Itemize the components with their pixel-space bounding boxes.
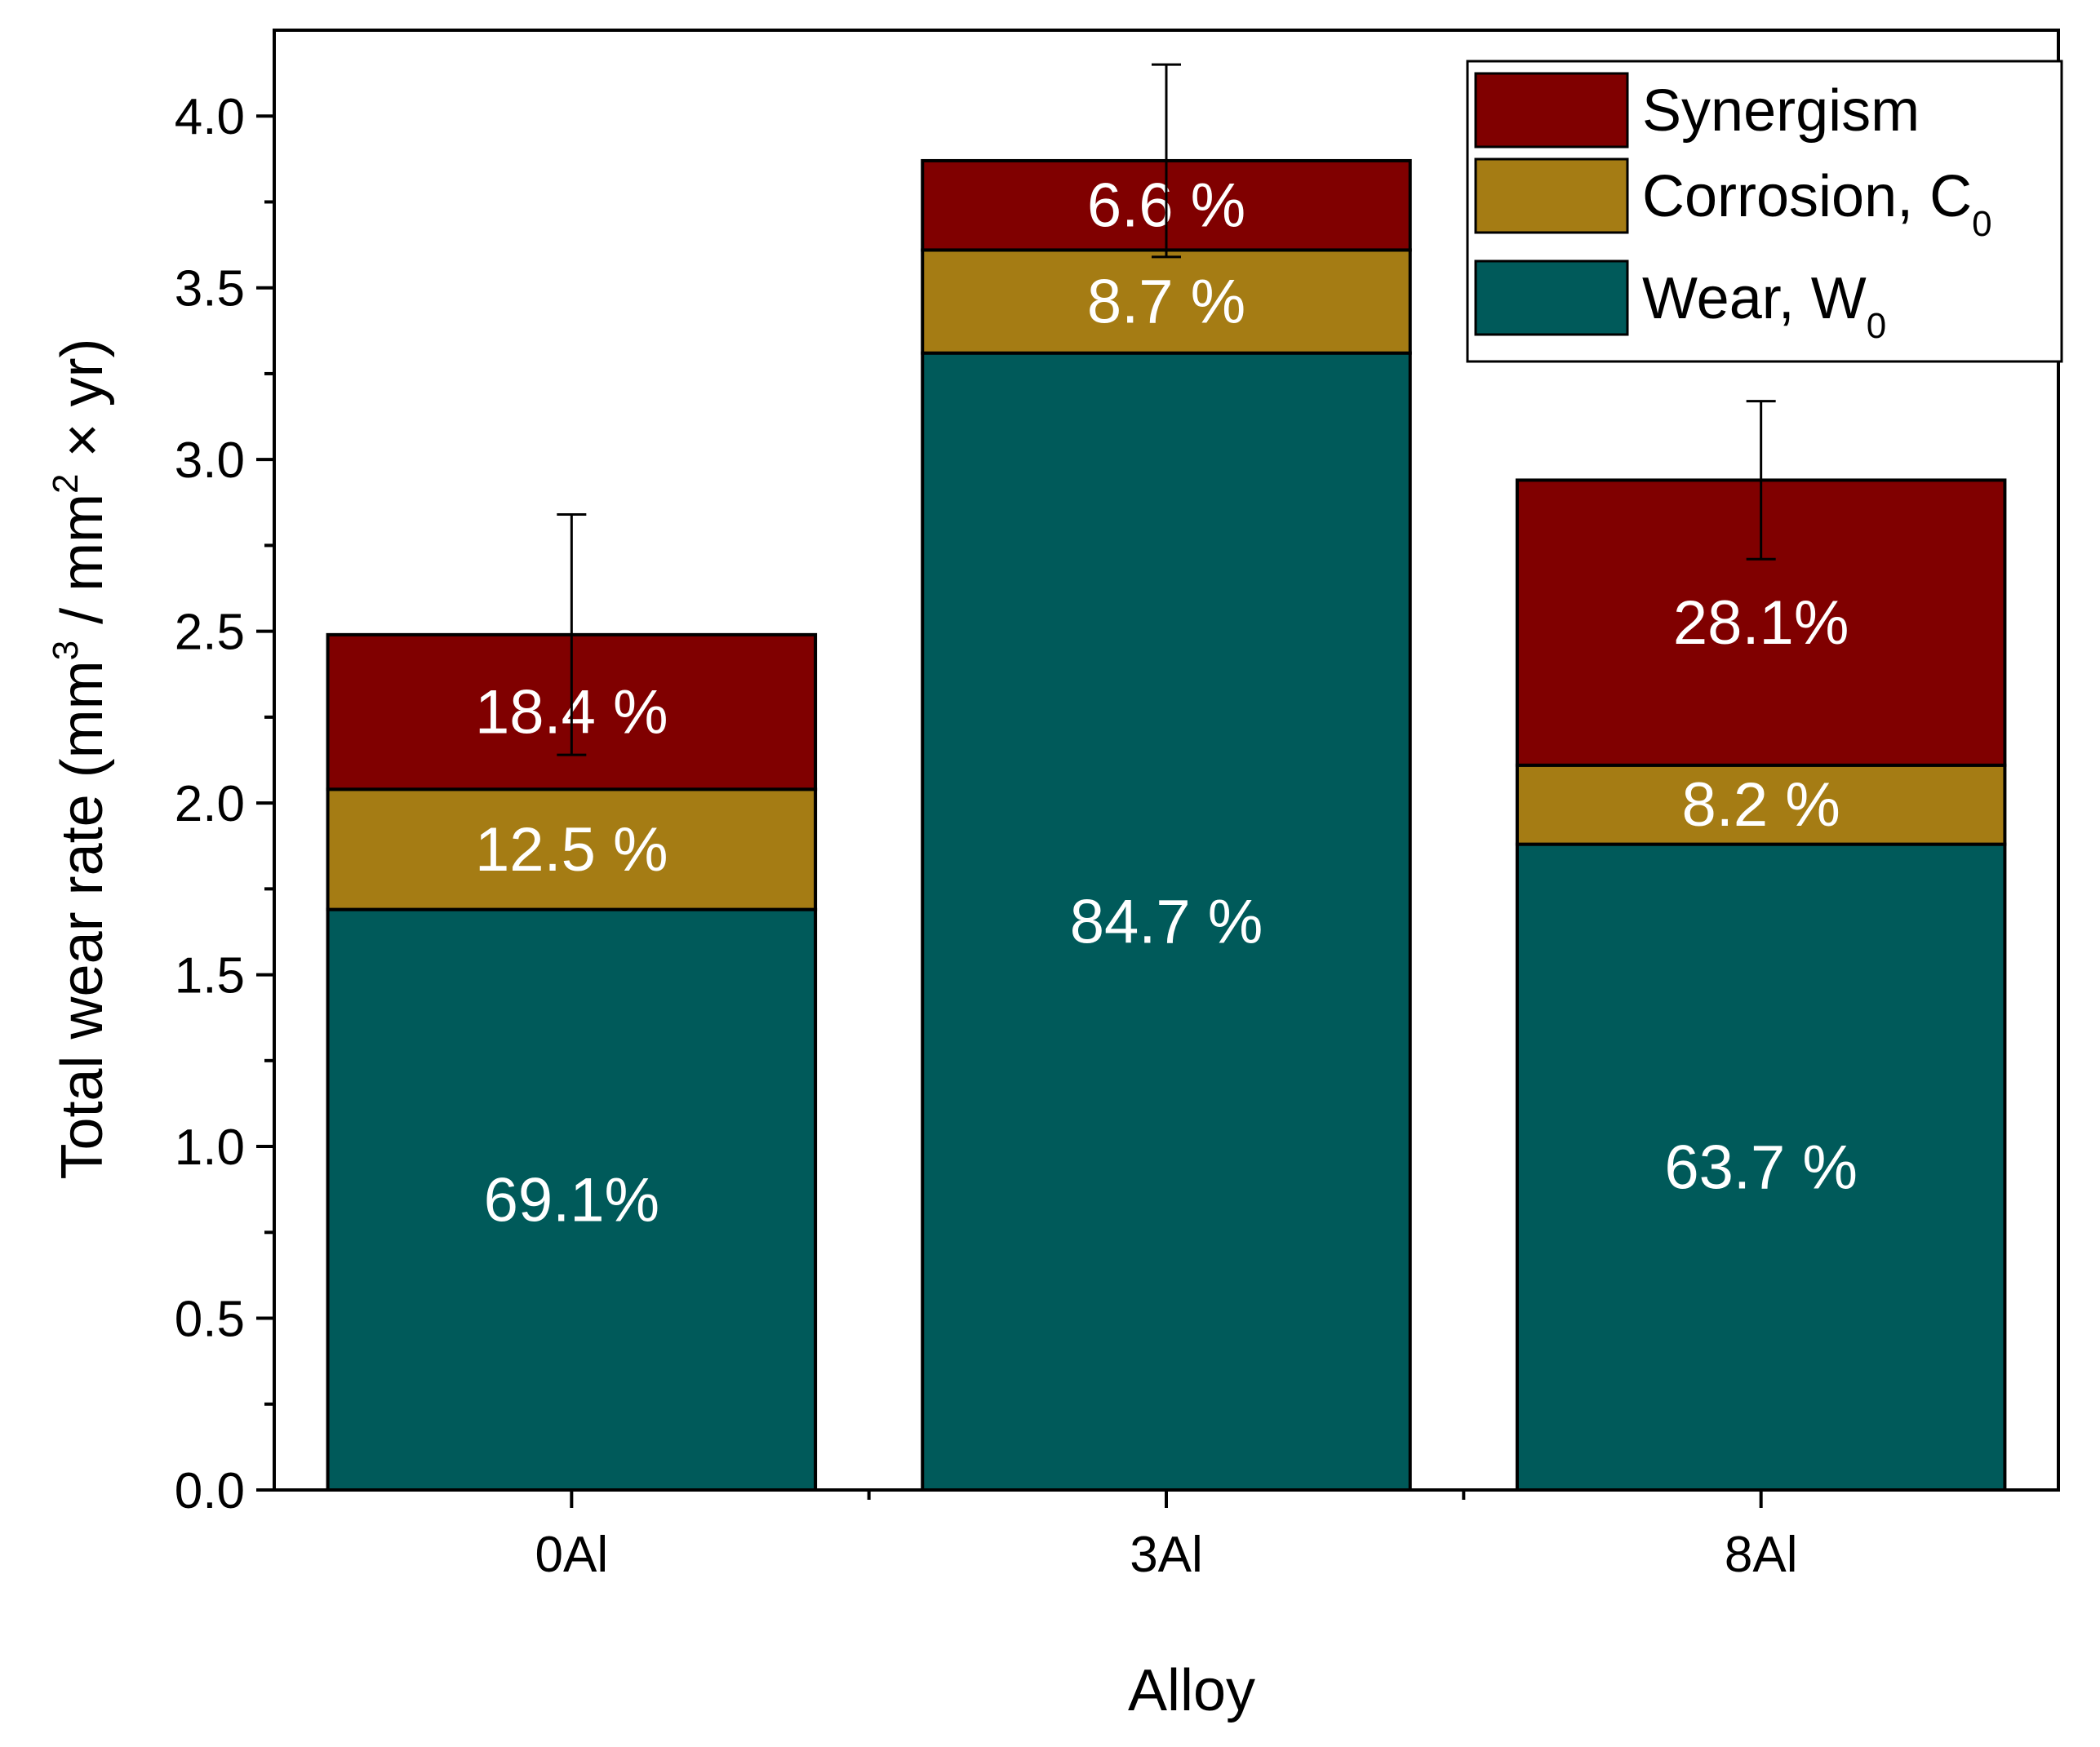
bar-3Al-corrosion-c xyxy=(921,248,1412,355)
data-label-0Al-1: 12.5 % xyxy=(475,815,668,885)
legend-label-1: Corrosion, C0 xyxy=(1642,164,1992,244)
y-ticks: 0.0 0.5 1.0 1.5 2.0 2.5 3.0 3.5 4.0 xyxy=(175,89,274,1519)
x-tick-label-3Al: 3Al xyxy=(1130,1527,1203,1583)
x-tick-label-8Al: 8Al xyxy=(1725,1527,1798,1583)
bar-3Al-wear-w xyxy=(921,351,1412,1492)
legend-swatch-2 xyxy=(1474,259,1629,336)
legend: Synergism Corrosion, C0 Wear, W0 xyxy=(1466,60,2063,363)
legend-swatch-1 xyxy=(1474,157,1629,234)
y-tick-label: 3.5 xyxy=(175,261,245,317)
x-ticks: 0Al 3Al 8Al xyxy=(535,1490,1798,1583)
y-axis-label-middle: / mm xyxy=(50,494,115,641)
y-axis-label-prefix: Total wear rate (mm xyxy=(50,660,115,1179)
y-axis-label: Total wear rate (mm3 / mm2 × yr) xyxy=(46,338,115,1179)
y-tick-label: 4.0 xyxy=(175,89,245,145)
error-bars-layer xyxy=(557,63,1776,756)
legend-label-2: Wear, W0 xyxy=(1642,266,1886,346)
y-tick-label: 0.0 xyxy=(175,1463,245,1519)
data-label-8Al-1: 8.2 % xyxy=(1681,770,1840,840)
y-tick-label: 0.5 xyxy=(175,1292,245,1348)
y-tick-label: 1.5 xyxy=(175,948,245,1004)
y-tick-label: 2.0 xyxy=(175,776,245,832)
y-axis-label-sup1: 3 xyxy=(46,641,86,660)
data-label-3Al-0: 84.7 % xyxy=(1070,887,1263,956)
x-axis-label: Alloy xyxy=(1128,1658,1255,1723)
data-label-8Al-0: 63.7 % xyxy=(1664,1133,1858,1202)
y-tick-label: 1.0 xyxy=(175,1120,245,1176)
data-label-3Al-1: 8.7 % xyxy=(1087,268,1245,337)
x-tick-label-0Al: 0Al xyxy=(535,1527,609,1583)
bar-8Al-wear-w xyxy=(1515,842,2007,1492)
y-axis-label-sup2: 2 xyxy=(46,473,86,493)
y-axis-label-suffix: × yr) xyxy=(50,338,115,473)
legend-swatch-0 xyxy=(1474,72,1629,149)
bar-0Al-wear-w xyxy=(326,907,818,1492)
data-label-8Al-2: 28.1% xyxy=(1673,588,1849,658)
y-tick-label: 3.0 xyxy=(175,432,245,489)
y-tick-label: 2.5 xyxy=(175,605,245,661)
data-label-0Al-0: 69.1% xyxy=(484,1165,660,1235)
legend-label-0: Synergism xyxy=(1642,78,1920,144)
bar-8Al-corrosion-c xyxy=(1515,763,2007,846)
